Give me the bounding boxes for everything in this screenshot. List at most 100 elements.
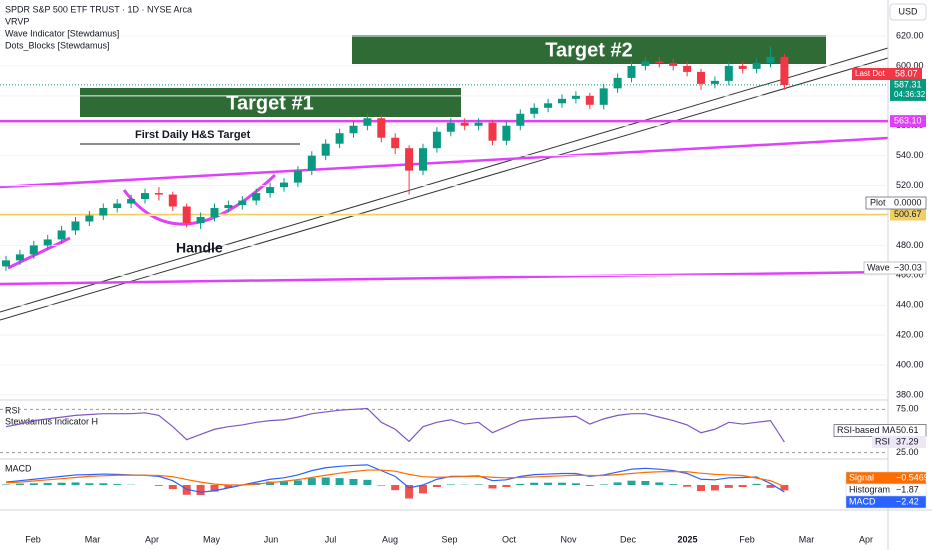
y-tick-label: 440.00: [896, 300, 924, 310]
candle-body: [530, 107, 539, 114]
x-tick-label: Oct: [502, 534, 517, 544]
y-tick-label: 460.00: [896, 270, 924, 280]
histogram-value: −1.87: [896, 484, 919, 494]
candle-body: [141, 193, 149, 200]
candle-body: [266, 187, 275, 194]
histogram-bar: [599, 484, 608, 485]
candle-body: [683, 65, 692, 72]
histogram-bar: [502, 485, 511, 488]
x-tick-label: Mar: [85, 534, 101, 544]
candle-body: [571, 95, 580, 99]
last-price: 587.31: [894, 79, 922, 89]
histogram-bar: [655, 482, 664, 485]
histogram-bar: [293, 480, 302, 485]
macd-badge: [845, 495, 927, 509]
x-tick-label: Sep: [441, 534, 457, 544]
histogram-bar: [613, 482, 622, 485]
x-tick-label: Nov: [560, 534, 577, 544]
candle-body: [599, 88, 608, 105]
trend-segment: [7, 236, 71, 270]
x-tick-label: May: [203, 534, 221, 544]
histogram-bar: [516, 483, 525, 485]
signal-name: Signal: [849, 472, 874, 482]
x-tick-label: Apr: [859, 534, 873, 544]
histogram-bar: [224, 485, 233, 488]
histogram-bar: [405, 485, 414, 499]
candle-body: [280, 182, 288, 188]
histogram-bar: [43, 482, 52, 485]
signal-value: −0.5469: [896, 472, 929, 482]
macd-name: MACD: [849, 496, 876, 506]
candle-body: [321, 143, 330, 156]
histogram-bar: [488, 485, 497, 489]
histogram-bar: [154, 485, 163, 486]
x-tick-label: Feb: [25, 534, 41, 544]
candle-body: [293, 170, 302, 183]
candle-body: [710, 80, 719, 84]
x-tick-label: Jul: [325, 534, 337, 544]
candle-body: [766, 56, 775, 63]
candle-body: [377, 118, 386, 138]
level-badge: [890, 208, 926, 221]
plot-name: Plot: [870, 197, 886, 207]
neckline: [0, 136, 889, 189]
last-dot-label: Last Dot: [855, 69, 886, 78]
histogram-bar: [196, 485, 205, 496]
candle-body: [99, 208, 108, 216]
currency: USD: [898, 6, 918, 16]
histogram-bar: [71, 482, 80, 485]
histogram-bar: [15, 483, 24, 485]
histogram-bar: [85, 483, 94, 485]
wave-name: Wave: [867, 262, 890, 272]
histogram-bar: [571, 483, 580, 485]
histogram-bar: [766, 485, 775, 488]
histogram-bar: [29, 483, 38, 485]
support-line: [0, 270, 889, 286]
candle-body: [335, 133, 344, 144]
rsi-subtitle: Stewdamus Indicator H: [5, 416, 98, 426]
indicator-name: Dots_Blocks [Stewdamus]: [5, 40, 110, 50]
histogram-bar: [168, 485, 177, 490]
histogram-bar: [530, 482, 539, 485]
candle-body: [363, 118, 372, 126]
candle-body: [127, 199, 136, 204]
candle-body: [210, 208, 219, 217]
target-box: [78, 86, 463, 119]
candle-body: [655, 61, 664, 63]
wave-badge: [863, 261, 927, 275]
histogram-bar: [307, 478, 316, 485]
candle-body: [43, 239, 52, 246]
histogram-bar: [446, 484, 455, 485]
candle-body: [780, 56, 789, 85]
candle-body: [627, 65, 636, 78]
histogram-bar: [113, 484, 122, 485]
histogram-bar: [710, 485, 719, 491]
histogram-bar: [321, 477, 330, 485]
candle-body: [391, 137, 400, 149]
wave-value: −30.03: [894, 262, 922, 272]
currency-box: [889, 3, 927, 21]
indicator-name: Wave Indicator [Stewdamus]: [5, 28, 119, 38]
last-dot-value-badge: [892, 68, 922, 80]
rsi-badge: [872, 436, 926, 449]
candle-body: [544, 103, 553, 108]
histogram-bar: [280, 481, 288, 485]
x-tick-label: Mar: [799, 534, 815, 544]
histogram-bar: [724, 485, 733, 488]
candle-body: [585, 95, 594, 105]
x-tick-label: Aug: [382, 534, 398, 544]
candle-body: [57, 230, 66, 240]
candle-body: [516, 113, 525, 126]
level-label: 563.10: [894, 115, 922, 125]
target-label: Target #1: [226, 92, 313, 114]
last-dot-value: 58.07: [895, 68, 918, 78]
y-tick-label: 420.00: [896, 330, 924, 340]
candle-body: [724, 65, 733, 81]
candle-body: [29, 245, 38, 255]
y-tick-label: 540.00: [896, 150, 924, 160]
countdown: 04:36:32: [894, 90, 926, 99]
candle-body: [307, 155, 316, 171]
histogram-bar: [432, 485, 441, 488]
